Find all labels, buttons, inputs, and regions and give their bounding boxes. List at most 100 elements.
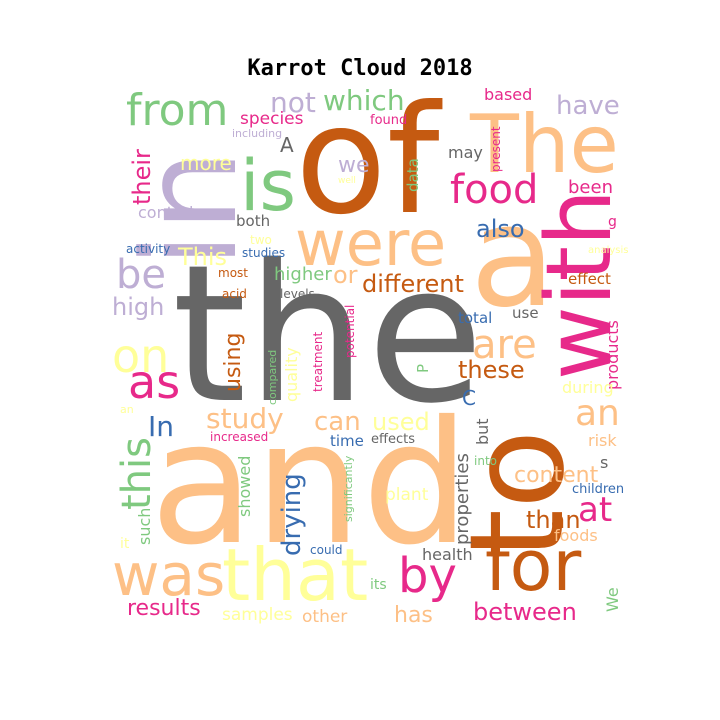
cloud-word: We <box>603 587 622 612</box>
cloud-word: for <box>485 525 581 607</box>
cloud-word: such <box>135 508 154 545</box>
cloud-word: well <box>338 176 356 186</box>
cloud-word: plant <box>385 485 429 505</box>
cloud-word: properties <box>452 453 473 545</box>
cloud-word: are <box>472 322 537 368</box>
cloud-word: have <box>556 91 620 121</box>
cloud-word: was <box>112 541 225 609</box>
cloud-word: both <box>236 212 270 230</box>
cloud-word: this <box>114 437 160 510</box>
cloud-word: species <box>240 109 304 129</box>
cloud-word: significantly <box>342 455 355 522</box>
cloud-word: at <box>578 490 612 530</box>
cloud-word: effects <box>371 432 415 447</box>
cloud-word: analysis <box>588 245 629 256</box>
cloud-word: a <box>470 176 556 339</box>
cloud-word: may <box>448 143 483 162</box>
cloud-word: or <box>333 261 358 289</box>
cloud-word: g <box>608 214 617 230</box>
cloud-word: total <box>458 309 492 327</box>
cloud-word: drying <box>277 473 307 556</box>
cloud-word: has <box>394 603 433 628</box>
cloud-word: based <box>484 85 532 104</box>
cloud-word: these <box>458 356 525 384</box>
cloud-word: between <box>473 598 577 626</box>
cloud-word: in <box>114 149 266 268</box>
cloud-word: is <box>240 145 296 227</box>
cloud-word: from <box>126 85 228 136</box>
cloud-word: foods <box>554 526 598 545</box>
cloud-word: samples <box>222 605 293 625</box>
cloud-word: use <box>512 304 539 322</box>
cloud-word: C <box>462 386 476 410</box>
cloud-word: its <box>370 577 387 593</box>
cloud-word: than <box>526 506 581 534</box>
cloud-word: two <box>250 233 272 247</box>
cloud-word: products <box>603 320 622 390</box>
cloud-word: showed <box>235 456 254 517</box>
cloud-word: present <box>489 126 503 172</box>
cloud-word: effect <box>568 270 611 288</box>
cloud-word: into <box>474 454 497 468</box>
cloud-word: on <box>112 329 169 383</box>
cloud-word: but <box>473 418 492 445</box>
cloud-word: with <box>527 189 632 380</box>
cloud-word: and <box>150 385 470 583</box>
cloud-word: been <box>568 177 613 198</box>
cloud-word: time <box>330 432 364 450</box>
cloud-word: potential <box>343 305 357 358</box>
cloud-word: This <box>177 243 227 271</box>
cloud-word: could <box>310 543 343 557</box>
cloud-word: treatment <box>311 332 325 392</box>
cloud-word: their <box>128 149 156 205</box>
cloud-word: by <box>398 548 457 604</box>
cloud-word: of <box>295 74 443 248</box>
cloud-word: acid <box>222 287 247 301</box>
cloud-word: as <box>128 355 180 409</box>
cloud-word: which <box>323 84 405 117</box>
cloud-title: Karrot Cloud 2018 <box>247 56 473 81</box>
cloud-word: were <box>295 207 446 280</box>
cloud-word: we <box>338 153 370 178</box>
cloud-word: an <box>575 393 620 434</box>
cloud-word: an <box>120 403 134 416</box>
cloud-word: the <box>172 224 484 445</box>
cloud-word: quality <box>282 347 301 402</box>
cloud-word: content <box>514 463 599 488</box>
cloud-word: A <box>280 133 294 157</box>
cloud-word: that <box>222 533 368 617</box>
cloud-word: more <box>180 151 232 175</box>
cloud-word: In <box>148 410 174 443</box>
cloud-word: it <box>120 536 130 552</box>
cloud-word: also <box>476 215 525 243</box>
cloud-word: P <box>414 364 432 373</box>
cloud-word: most <box>218 266 248 280</box>
cloud-word: including <box>232 127 282 140</box>
cloud-word: found <box>370 113 407 128</box>
cloud-word: data <box>404 158 422 192</box>
cloud-word: used <box>372 408 430 436</box>
cloud-word: study <box>206 402 284 435</box>
cloud-word: during <box>562 378 614 397</box>
cloud-word: The <box>469 98 619 191</box>
cloud-word: children <box>572 482 624 497</box>
cloud-word: not <box>270 86 316 119</box>
cloud-word: food <box>450 167 538 213</box>
cloud-word: studies <box>242 246 285 260</box>
cloud-word: high <box>112 293 164 321</box>
cloud-word: control <box>138 203 193 222</box>
cloud-word: to <box>441 429 593 560</box>
cloud-word: risk <box>588 431 617 450</box>
cloud-word: different <box>362 270 464 298</box>
cloud-word: health <box>422 545 473 564</box>
cloud-word: results <box>127 596 201 621</box>
cloud-word: increased <box>210 430 268 444</box>
cloud-word: be <box>116 252 166 298</box>
cloud-word: compared <box>266 350 279 405</box>
cloud-word: other <box>302 607 347 627</box>
cloud-word: can <box>314 407 361 437</box>
cloud-word: higher <box>274 264 332 285</box>
cloud-word: s <box>600 453 608 472</box>
cloud-word: activity <box>126 242 170 256</box>
